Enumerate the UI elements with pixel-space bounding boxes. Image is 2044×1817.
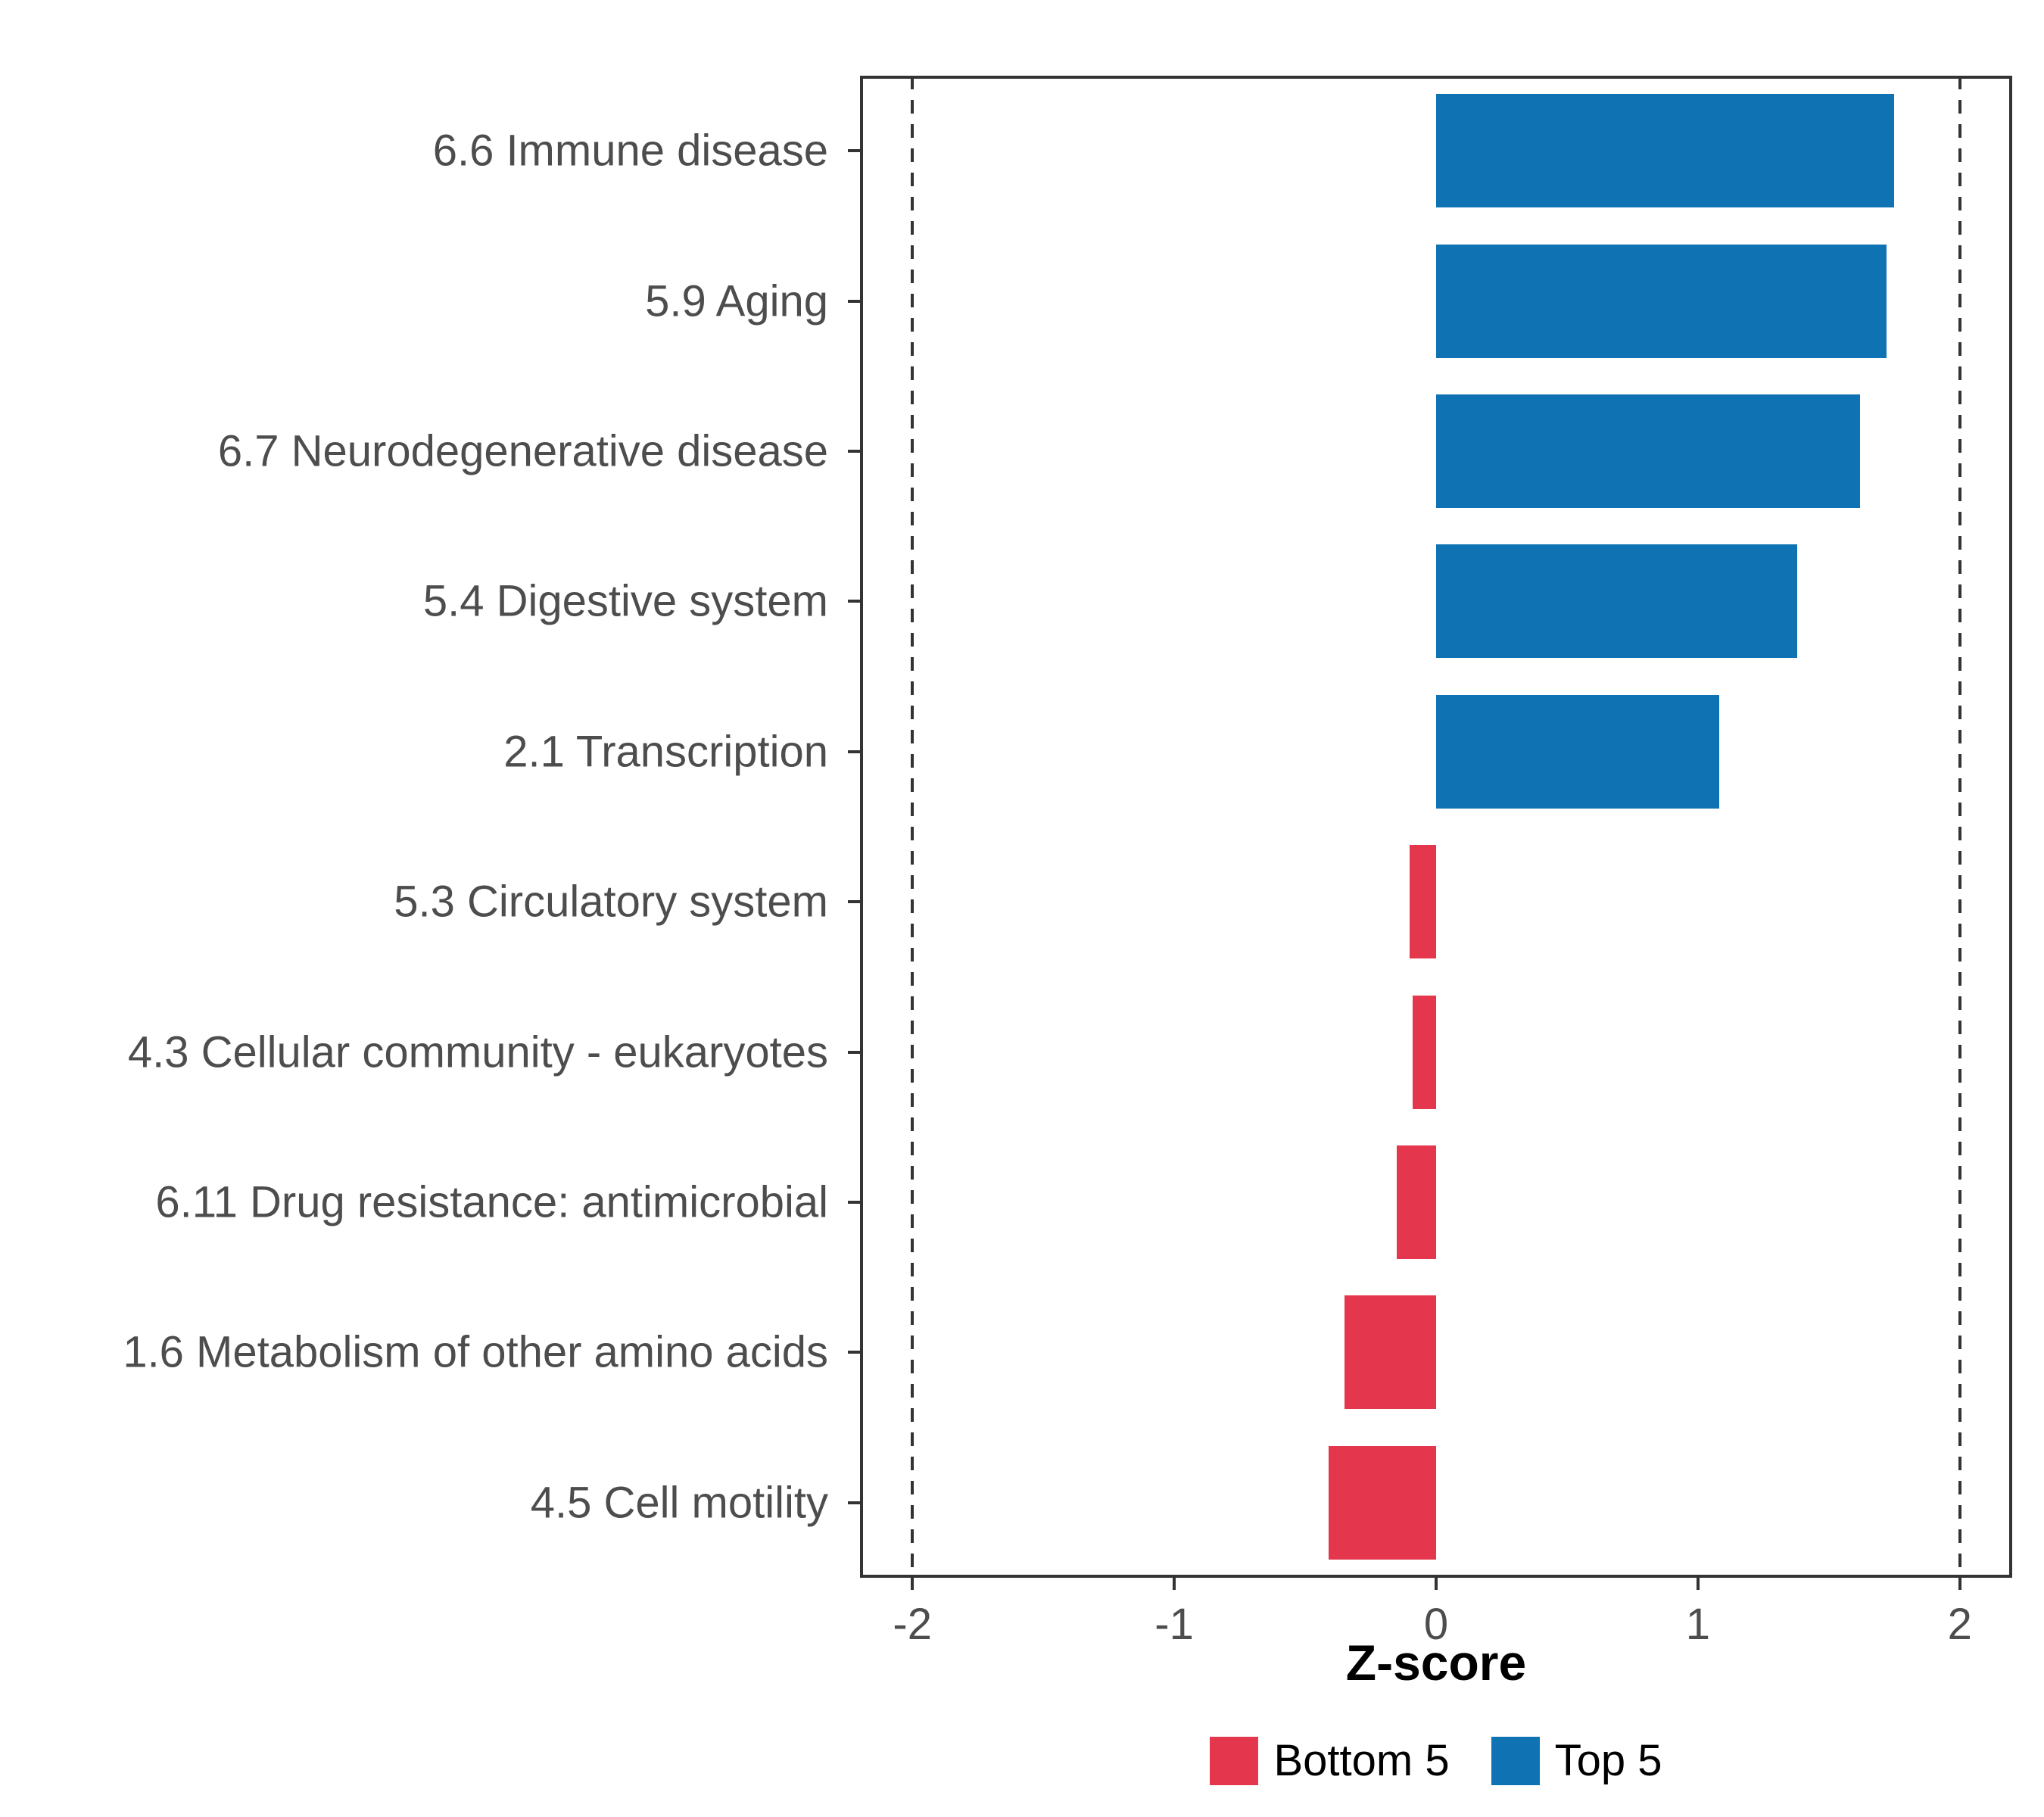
legend-label-top5: Top 5 xyxy=(1554,1736,1662,1785)
y-axis-label: 4.3 Cellular community - eukaryotes xyxy=(127,1027,828,1077)
bar xyxy=(1436,94,1895,208)
y-tick-mark xyxy=(848,450,860,453)
reference-line xyxy=(911,76,915,1578)
legend-item-top5: Top 5 xyxy=(1491,1735,1662,1786)
y-axis-label: 5.4 Digestive system xyxy=(422,576,828,626)
y-tick-mark xyxy=(848,149,860,153)
x-tick-label: 0 xyxy=(1423,1600,1449,1649)
bar xyxy=(1436,394,1861,508)
y-tick-mark xyxy=(848,750,860,753)
x-axis-title: Z-score xyxy=(1345,1635,1527,1691)
x-tick-mark xyxy=(1173,1578,1176,1590)
y-tick-mark xyxy=(848,1050,860,1054)
bar xyxy=(1344,1295,1436,1410)
bar xyxy=(1397,1145,1436,1259)
legend-swatch-top5-icon xyxy=(1491,1736,1540,1785)
y-tick-mark xyxy=(848,1201,860,1204)
x-tick-label: -1 xyxy=(1154,1600,1194,1649)
bar xyxy=(1436,244,1887,358)
x-tick-mark xyxy=(1435,1578,1438,1590)
y-axis-label: 2.1 Transcription xyxy=(503,727,828,777)
bar xyxy=(1436,694,1719,809)
y-axis-label: 6.11 Drug resistance: antimicrobial xyxy=(155,1177,828,1227)
y-tick-mark xyxy=(848,299,860,303)
y-tick-mark xyxy=(848,1351,860,1354)
y-axis-label: 5.9 Aging xyxy=(645,276,828,326)
x-tick-label: 2 xyxy=(1947,1600,1972,1649)
y-axis-label: 6.7 Neurodegenerative disease xyxy=(217,426,828,476)
x-tick-label: -2 xyxy=(893,1600,932,1649)
legend-swatch-bottom5-icon xyxy=(1210,1736,1259,1785)
bar xyxy=(1329,1445,1436,1560)
x-tick-label: 1 xyxy=(1685,1600,1711,1649)
x-tick-mark xyxy=(1958,1578,1961,1590)
y-tick-mark xyxy=(848,1501,860,1504)
y-axis-label: 4.5 Cell motility xyxy=(530,1478,828,1528)
legend: Bottom 5 Top 5 xyxy=(860,1735,2012,1786)
y-axis-label: 1.6 Metabolism of other amino acids xyxy=(123,1327,828,1377)
bar xyxy=(1436,544,1798,659)
bar xyxy=(1410,845,1436,959)
y-tick-mark xyxy=(848,900,860,904)
x-tick-mark xyxy=(911,1578,915,1590)
legend-label-bottom5: Bottom 5 xyxy=(1273,1736,1450,1785)
y-axis-label: 6.6 Immune disease xyxy=(432,126,828,176)
bar xyxy=(1412,995,1436,1109)
legend-item-bottom5: Bottom 5 xyxy=(1210,1735,1450,1786)
y-tick-mark xyxy=(848,600,860,603)
x-tick-mark xyxy=(1696,1578,1700,1590)
reference-line xyxy=(1958,76,1961,1578)
y-axis-label: 5.3 Circulatory system xyxy=(394,877,828,927)
